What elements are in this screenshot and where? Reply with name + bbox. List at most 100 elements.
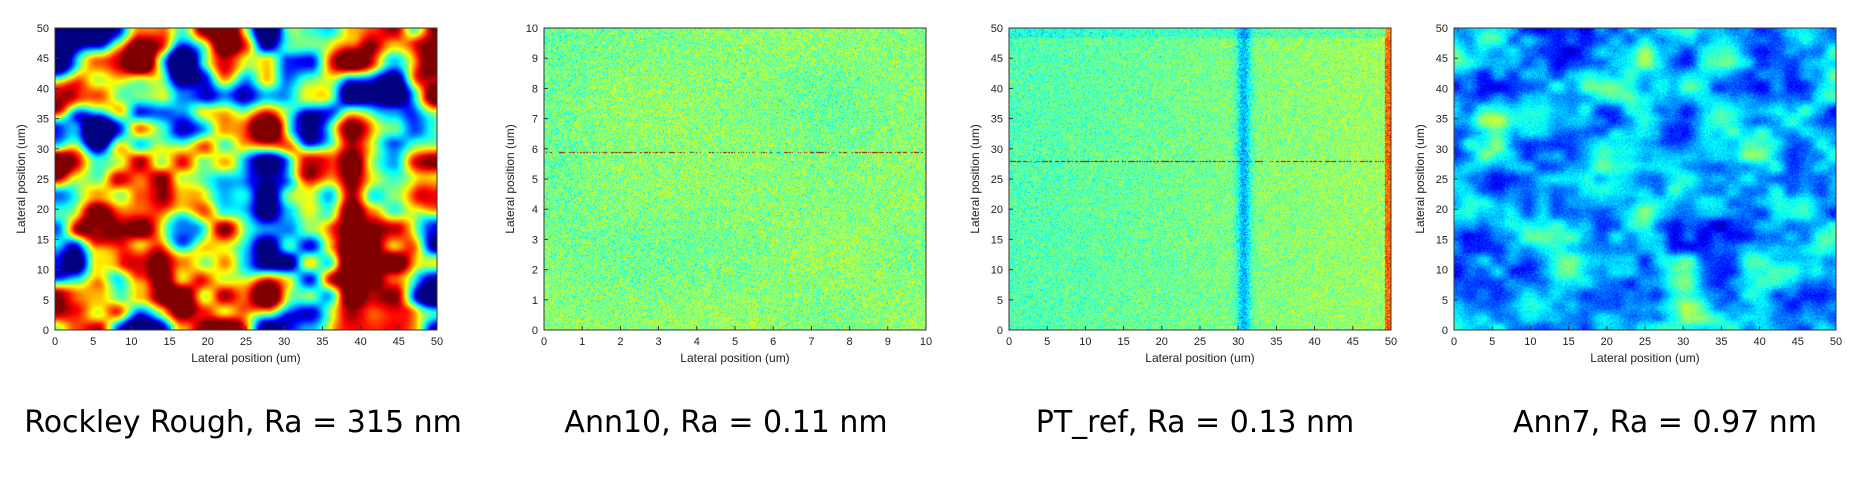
x-tick-label: 25: [1639, 336, 1651, 348]
x-tick-label: 8: [847, 336, 853, 348]
x-tick-label: 20: [202, 336, 214, 348]
x-tick-label: 20: [1601, 336, 1613, 348]
y-axis-label: Lateral position (um): [503, 124, 517, 233]
y-tick-label: 10: [991, 265, 1003, 277]
x-tick-label: 15: [1562, 336, 1574, 348]
y-tick-label: 10: [37, 265, 49, 277]
y-tick-label: 40: [1436, 83, 1448, 95]
y-tick-label: 35: [991, 114, 1003, 126]
y-tick-label: 20: [1436, 204, 1448, 216]
y-tick-label: 5: [532, 174, 538, 186]
x-tick-label: 0: [1006, 336, 1012, 348]
y-tick-label: 5: [1442, 295, 1448, 307]
y-axis-label: Lateral position (um): [968, 124, 982, 233]
x-tick-label: 50: [1385, 336, 1397, 348]
x-axis-label: Lateral position (um): [680, 351, 789, 365]
x-tick-label: 10: [125, 336, 137, 348]
y-tick-label: 15: [991, 234, 1003, 246]
y-axis-label: Lateral position (um): [14, 124, 28, 233]
x-tick-label: 30: [278, 336, 290, 348]
x-tick-label: 35: [316, 336, 328, 348]
y-tick-label: 0: [1442, 325, 1448, 337]
x-tick-label: 25: [240, 336, 252, 348]
x-tick-label: 45: [1792, 336, 1804, 348]
y-tick-label: 30: [1436, 144, 1448, 156]
y-tick-label: 25: [37, 174, 49, 186]
x-axis-label: Lateral position (um): [1145, 351, 1254, 365]
y-tick-label: 50: [37, 23, 49, 35]
x-axis-label: Lateral position (um): [1590, 351, 1699, 365]
x-tick-label: 0: [52, 336, 58, 348]
x-tick-label: 40: [1753, 336, 1765, 348]
y-tick-label: 30: [37, 144, 49, 156]
x-tick-label: 15: [163, 336, 175, 348]
y-tick-label: 10: [1436, 265, 1448, 277]
heatmap-image: [55, 28, 437, 330]
y-tick-label: 5: [997, 295, 1003, 307]
y-tick-label: 15: [1436, 234, 1448, 246]
x-tick-label: 35: [1270, 336, 1282, 348]
y-tick-label: 30: [991, 144, 1003, 156]
heatmap-panel-4: 0 5 10 15 20 25 30 35 40 45 50 0 5 10 15 20 25 30 35 40 45 50…: [1413, 23, 1842, 365]
y-axis-label: Lateral position (um): [1413, 124, 1427, 233]
y-tick-label: 20: [37, 204, 49, 216]
x-tick-label: 5: [732, 336, 738, 348]
heatmap-panel-3: 0 5 10 15 20 25 30 35 40 45 50 0 5 10 15 20 25 30 35 40 45 50…: [968, 23, 1397, 365]
x-tick-label: 15: [1117, 336, 1129, 348]
y-tick-label: 15: [37, 234, 49, 246]
y-tick-label: 5: [43, 295, 49, 307]
y-tick-label: 6: [532, 144, 538, 156]
y-tick-label: 45: [37, 53, 49, 65]
y-tick-label: 2: [532, 265, 538, 277]
y-tick-label: 40: [37, 83, 49, 95]
x-tick-label: 0: [541, 336, 547, 348]
y-tick-label: 25: [991, 174, 1003, 186]
x-tick-label: 2: [617, 336, 623, 348]
y-tick-label: 25: [1436, 174, 1448, 186]
x-tick-label: 5: [1489, 336, 1495, 348]
heatmap-panel-2: 0 1 2 3 4 5 6 7 8 9 10 0 1 2 3 4 5 6 7 8 9 10 Lateral position…: [503, 23, 932, 365]
y-tick-label: 9: [532, 53, 538, 65]
x-tick-label: 10: [1079, 336, 1091, 348]
x-tick-label: 1: [579, 336, 585, 348]
heatmap-image: [1009, 28, 1391, 330]
y-tick-label: 50: [991, 23, 1003, 35]
x-tick-label: 35: [1715, 336, 1727, 348]
x-tick-label: 4: [694, 336, 700, 348]
x-tick-label: 7: [808, 336, 814, 348]
x-tick-label: 6: [770, 336, 776, 348]
caption-panel-4: Ann7, Ra = 0.97 nm: [1512, 405, 1818, 440]
y-tick-label: 1: [532, 295, 538, 307]
x-tick-label: 50: [1830, 336, 1842, 348]
heatmap-image: [544, 28, 926, 330]
x-tick-label: 5: [90, 336, 96, 348]
x-tick-label: 30: [1677, 336, 1689, 348]
x-tick-label: 45: [1347, 336, 1359, 348]
y-tick-label: 8: [532, 83, 538, 95]
caption-panel-2: Ann10, Ra = 0.11 nm: [564, 405, 888, 440]
y-tick-label: 0: [997, 325, 1003, 337]
x-tick-label: 3: [656, 336, 662, 348]
caption-panel-1: Rockley Rough, Ra = 315 nm: [24, 405, 462, 440]
x-tick-label: 25: [1194, 336, 1206, 348]
x-tick-label: 50: [431, 336, 443, 348]
x-tick-label: 10: [1524, 336, 1536, 348]
y-tick-label: 0: [532, 325, 538, 337]
heatmap-image: [1454, 28, 1836, 330]
x-axis-label: Lateral position (um): [191, 351, 300, 365]
y-tick-label: 50: [1436, 23, 1448, 35]
x-tick-label: 9: [885, 336, 891, 348]
y-tick-label: 45: [1436, 53, 1448, 65]
y-tick-label: 3: [532, 234, 538, 246]
y-tick-label: 10: [526, 23, 538, 35]
x-tick-label: 20: [1156, 336, 1168, 348]
y-tick-label: 35: [1436, 114, 1448, 126]
x-tick-label: 0: [1451, 336, 1457, 348]
x-tick-label: 30: [1232, 336, 1244, 348]
y-tick-label: 35: [37, 114, 49, 126]
heatmap-panel-1: 0 5 10 15 20 25 30 35 40 45 50 0 5 10 15 20 25 30 35 40 45 50…: [14, 23, 443, 365]
y-tick-label: 45: [991, 53, 1003, 65]
y-tick-label: 7: [532, 114, 538, 126]
y-tick-label: 4: [532, 204, 538, 216]
